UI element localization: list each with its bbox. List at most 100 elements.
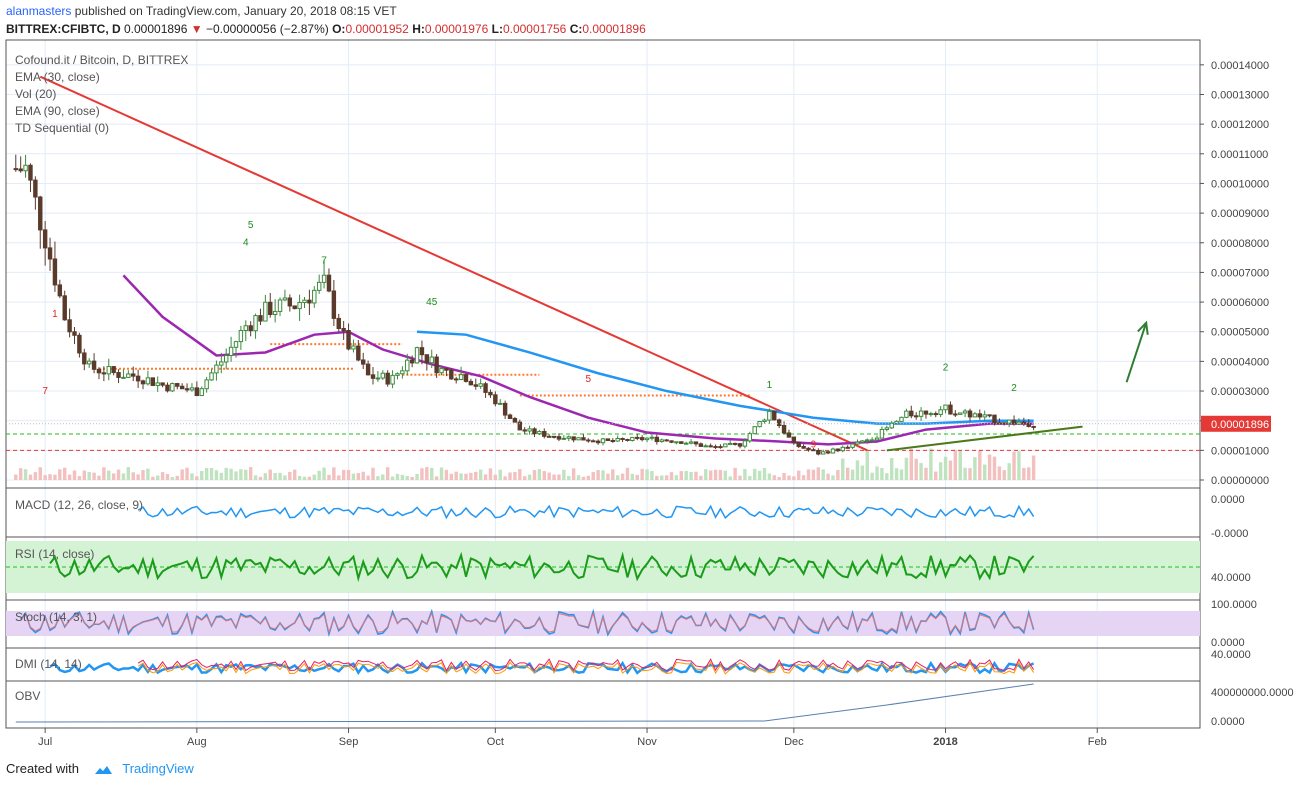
volume-bar	[542, 471, 546, 480]
volume-bar	[400, 474, 405, 480]
candle-body	[101, 372, 107, 375]
candle-body	[434, 356, 439, 374]
volume-bar	[782, 472, 786, 480]
price-tick-label: 0.00011000	[1211, 149, 1268, 161]
change-arrow-icon: ▼	[190, 22, 203, 36]
volume-bar	[244, 469, 248, 480]
volume-bar	[155, 475, 160, 480]
volume-bar	[14, 474, 18, 480]
volume-bar	[366, 475, 370, 480]
tradingview-link[interactable]: TradingView	[122, 761, 194, 776]
volume-bar	[767, 473, 772, 480]
candle-body	[297, 302, 302, 310]
candle-body	[390, 374, 395, 385]
td-count-label: 5	[586, 374, 592, 385]
volume-bar	[733, 467, 737, 480]
volume-bar	[792, 476, 796, 480]
volume-bar	[816, 467, 821, 480]
candle-body	[527, 428, 532, 432]
volume-bar	[699, 475, 703, 480]
volume-bar	[615, 475, 620, 480]
volume-bar	[713, 469, 718, 480]
candle-body	[439, 368, 444, 374]
volume-bar	[586, 475, 591, 480]
candle-body	[199, 388, 204, 397]
volume-bar	[478, 469, 483, 480]
candle-body	[1006, 419, 1012, 424]
candle-body	[18, 168, 23, 172]
td-count-label: 2	[943, 362, 949, 373]
candle-body	[126, 373, 131, 378]
indicator-legend-item: EMA (90, close)	[15, 104, 100, 118]
dmi-plus-line	[137, 658, 1035, 672]
candle-body	[336, 317, 341, 329]
candle-body	[679, 441, 684, 444]
volume-bar	[214, 470, 219, 480]
candle-body	[674, 441, 679, 444]
candle-body	[321, 274, 327, 283]
candle-body	[850, 443, 855, 448]
candle-body	[62, 295, 67, 321]
candle-body	[331, 290, 337, 319]
high-label: H:	[412, 22, 425, 36]
volume-bar	[395, 473, 400, 480]
last-price: 0.00001896	[124, 22, 188, 36]
td-count-label: 5	[248, 220, 254, 231]
volume-bar	[845, 467, 850, 480]
volume-bar	[273, 473, 277, 480]
volume-bar	[195, 476, 199, 480]
candle-body	[365, 363, 371, 376]
volume-bar	[762, 467, 767, 480]
td-count-label: 45	[426, 297, 438, 308]
candle-body	[762, 419, 767, 423]
td-count-label: 2	[1011, 383, 1017, 394]
candle-body	[904, 410, 909, 418]
candle-body	[204, 379, 209, 390]
volume-bar	[650, 471, 654, 480]
volume-bar	[170, 476, 175, 480]
candle-body	[507, 414, 513, 419]
volume-bar	[253, 475, 258, 480]
volume-bar	[151, 476, 155, 480]
candle-body	[194, 387, 200, 397]
volume-bar	[929, 448, 933, 480]
volume-bar	[982, 464, 987, 480]
time-tick-label: Sep	[339, 736, 359, 748]
volume-bar	[581, 476, 586, 480]
candle-body	[605, 438, 611, 442]
volume-bar	[987, 454, 992, 480]
candle-body	[145, 377, 151, 385]
volume-bar	[38, 467, 42, 480]
candle-body	[23, 164, 28, 172]
td-count-label: 1	[767, 380, 773, 391]
candle-body	[977, 413, 983, 418]
volume-bar	[425, 467, 429, 480]
candle-body	[693, 441, 699, 445]
trendlines	[39, 75, 1149, 452]
volume-bar	[801, 475, 806, 480]
indicator-legend-item: TD Sequential (0)	[15, 121, 109, 135]
candle-body	[664, 439, 669, 442]
candle-body	[86, 360, 92, 365]
candle-body	[1016, 421, 1022, 425]
candle-body	[698, 443, 704, 447]
candle-body	[953, 413, 958, 416]
indicator-panes	[6, 504, 1200, 723]
volume-bar	[635, 474, 639, 480]
volume-bar	[23, 469, 28, 480]
time-tick-label: Nov	[637, 736, 657, 748]
td-count-label: 7	[321, 256, 327, 267]
candle-body	[326, 274, 332, 292]
volume-bar	[557, 474, 561, 480]
candle-body	[67, 319, 72, 333]
candle-body	[228, 346, 234, 356]
volume-bar	[376, 476, 380, 480]
candle-body	[28, 164, 33, 181]
volume-bar	[938, 462, 943, 480]
candle-body	[581, 437, 586, 441]
volume-bar	[963, 467, 967, 480]
volume-bar	[385, 467, 390, 480]
author-link[interactable]: alanmasters	[6, 4, 72, 18]
candle-body	[909, 410, 914, 417]
